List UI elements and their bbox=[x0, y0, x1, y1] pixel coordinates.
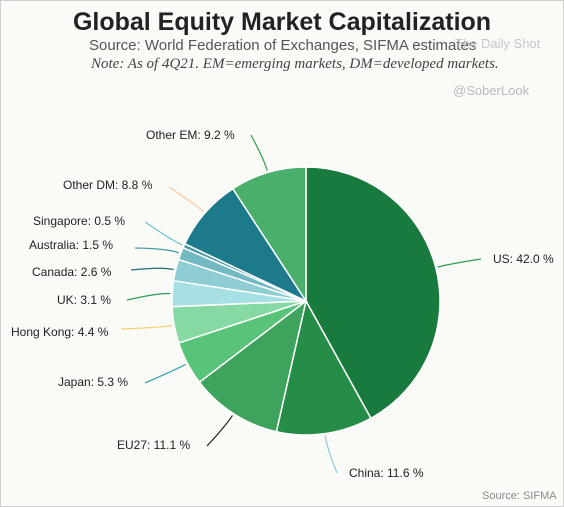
leader-line-other-em bbox=[250, 134, 268, 171]
leader-line-singapore bbox=[144, 221, 183, 246]
leader-line-australia bbox=[134, 247, 180, 254]
leader-line-other-dm bbox=[168, 186, 204, 213]
chart-title: Global Equity Market Capitalization bbox=[72, 8, 492, 36]
leader-line-hong-kong bbox=[120, 324, 173, 330]
slice-label-china: China: 11.6 % bbox=[349, 466, 424, 480]
leader-line-china bbox=[324, 435, 338, 474]
pie-slice-china bbox=[275, 298, 372, 436]
leader-line-japan bbox=[144, 363, 186, 384]
leader-line-us bbox=[437, 258, 482, 268]
slice-label-hong-kong: Hong Kong: 4.4 % bbox=[11, 325, 109, 339]
twitter-handle: @SoberLook bbox=[453, 83, 530, 98]
chart-note: Note: As of 4Q21. EM=emerging markets, D… bbox=[91, 56, 499, 72]
leader-line-eu27 bbox=[206, 415, 233, 447]
slice-label-australia: Australia: 1.5 % bbox=[29, 238, 113, 252]
leader-line-uk bbox=[126, 292, 171, 301]
slice-label-eu27: EU27: 11.1 % bbox=[117, 438, 190, 452]
slice-label-uk: UK: 3.1 % bbox=[57, 293, 111, 307]
chart-subtitle: Source: World Federation of Exchanges, S… bbox=[89, 37, 477, 54]
pie-slice-eu27 bbox=[198, 299, 308, 433]
slice-label-us: US: 42.0 % bbox=[493, 252, 554, 266]
leader-line-canada bbox=[130, 267, 174, 271]
slice-label-singapore: Singapore: 0.5 % bbox=[33, 214, 125, 228]
pie-slice-us bbox=[305, 166, 441, 420]
slice-label-canada: Canada: 2.6 % bbox=[32, 265, 112, 279]
watermark: The Daily Shot bbox=[455, 36, 541, 51]
footer-source: Source: SIFMA bbox=[482, 490, 557, 502]
slice-label-other-dm: Other DM: 8.8 % bbox=[63, 178, 153, 192]
slice-label-japan: Japan: 5.3 % bbox=[58, 375, 128, 389]
pie-slice-other-em bbox=[231, 166, 307, 304]
slice-label-other-em: Other EM: 9.2 % bbox=[146, 128, 235, 142]
